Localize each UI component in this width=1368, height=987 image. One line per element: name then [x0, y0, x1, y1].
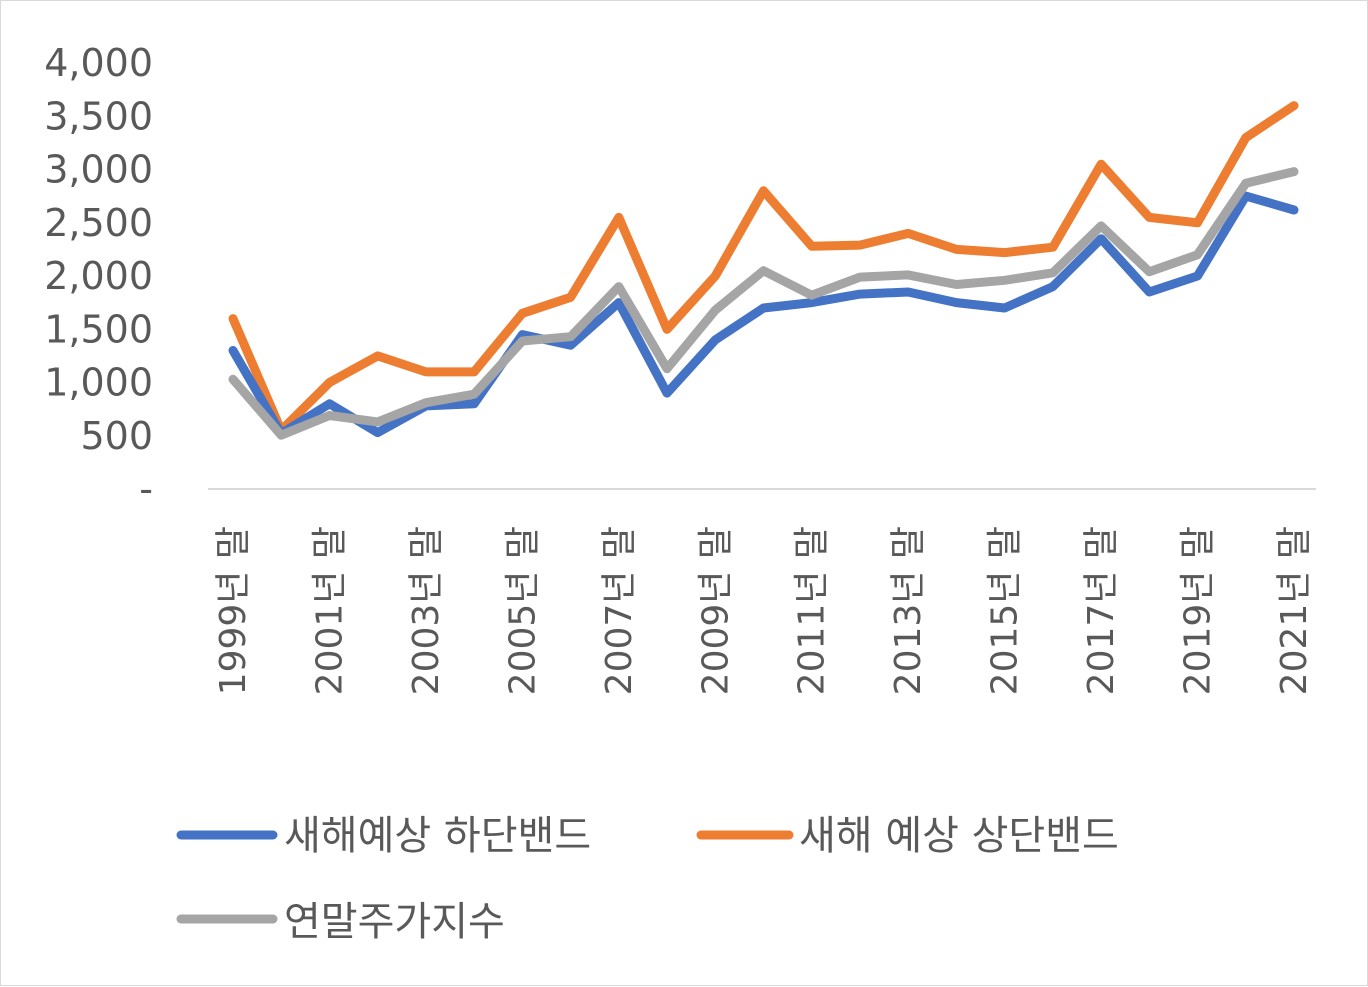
legend: 새해예상 하단밴드 새해 예상 상단밴드 연말주가지수 — [176, 813, 1119, 945]
x-tick-label: 2007년 말 — [599, 526, 640, 695]
y-tick-label: 1,000 — [44, 361, 153, 405]
series-line-upper-band — [228, 101, 1299, 435]
y-tick-label: 500 — [80, 414, 153, 458]
y-tick-label: 4,000 — [44, 41, 153, 85]
y-tick-label: 2,000 — [44, 254, 153, 298]
x-tick-label: 2021년 말 — [1274, 526, 1315, 695]
legend-label-lower-band: 새해예상 하단밴드 — [284, 813, 591, 859]
y-tick-label: 2,500 — [44, 201, 153, 245]
x-tick-label: 2005년 말 — [502, 526, 543, 695]
legend-label-year-end-index: 연말주가지수 — [284, 899, 505, 945]
y-tick-label: 3,500 — [44, 94, 153, 138]
x-tick-label: 2003년 말 — [406, 526, 447, 695]
x-tick-label: 2001년 말 — [309, 526, 350, 695]
y-tick-label: - — [139, 467, 153, 511]
x-axis-labels: 1999년 말 2001년 말 2003년 말 2005년 말 2007년 말 2009년… — [213, 526, 1315, 695]
legend-item-year-end-index[interactable]: 연말주가지수 — [176, 899, 505, 945]
x-tick-label: 2015년 말 — [985, 526, 1026, 695]
x-tick-label: 1999년 말 — [213, 526, 254, 695]
x-tick-label: 2009년 말 — [695, 526, 736, 695]
y-axis-labels: - 500 1,000 1,500 2,000 2,500 3,000 3,500 4,000 — [44, 41, 153, 511]
y-tick-label: 3,000 — [44, 148, 153, 192]
x-tick-label: 2011년 말 — [792, 526, 833, 695]
series-line-year-end-index — [228, 167, 1299, 440]
series-lines — [228, 101, 1299, 440]
y-tick-label: 1,500 — [44, 307, 153, 351]
series-line-lower-band — [228, 191, 1299, 439]
legend-item-upper-band[interactable]: 새해 예상 상단밴드 — [696, 813, 1119, 859]
x-tick-label: 2013년 말 — [888, 526, 929, 695]
legend-item-lower-band[interactable]: 새해예상 하단밴드 — [176, 813, 591, 859]
x-tick-label: 2019년 말 — [1178, 526, 1219, 695]
x-tick-label: 2017년 말 — [1081, 526, 1122, 695]
legend-label-upper-band: 새해 예상 상단밴드 — [799, 813, 1119, 859]
